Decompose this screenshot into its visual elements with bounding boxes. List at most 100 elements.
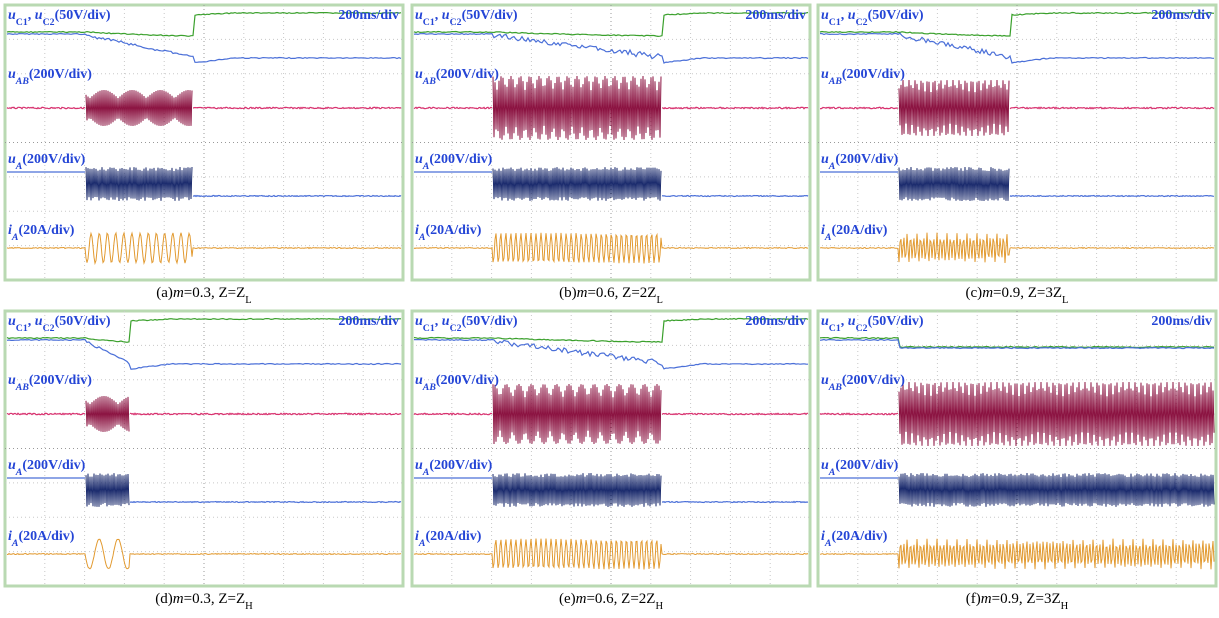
label-uc-part: C2 xyxy=(450,17,462,28)
caption-part: (c) xyxy=(966,285,983,301)
label-uc-part: C2 xyxy=(450,323,462,334)
label-time: 200ms/div xyxy=(745,314,806,329)
label-uc-part: , xyxy=(28,8,35,23)
label-ia-part: (20A/div) xyxy=(18,223,74,238)
caption: (f)m=0.9, Z=3ZH xyxy=(966,591,1069,612)
caption-part: (b) xyxy=(559,285,577,301)
label-uab-part: (200V/div) xyxy=(29,67,92,82)
label-uc-part: C1 xyxy=(16,17,28,28)
label-uab-part: u xyxy=(821,373,829,388)
label-uc-part: u xyxy=(8,314,16,329)
label-time: 200ms/div xyxy=(1151,314,1212,329)
label-time: 200ms/div xyxy=(338,8,399,23)
label-uc-part: (50V/div) xyxy=(462,314,518,329)
label-uc-part: u xyxy=(35,314,43,329)
label-uab-part: AB xyxy=(15,382,30,393)
caption: (d)m=0.3, Z=ZH xyxy=(155,591,253,612)
label-ua-part: u xyxy=(821,152,829,167)
label-uc-part: C2 xyxy=(43,17,55,28)
label-uab-part: AB xyxy=(828,382,843,393)
label-ia-part: (20A/div) xyxy=(831,223,887,238)
caption-part: m xyxy=(981,591,992,607)
label-uab-part: u xyxy=(8,67,16,82)
figure: uC1, uC2(50V/div)200ms/divuAB(200V/div)u… xyxy=(0,0,1219,618)
label-uab-part: u xyxy=(415,373,423,388)
caption-part: =0.9, Z=3Z xyxy=(992,591,1061,607)
caption-part: m xyxy=(577,285,588,301)
caption-part: =0.3, Z=Z xyxy=(184,591,246,607)
caption-part: (d) xyxy=(155,591,173,607)
scope-panel: uC1, uC2(50V/div)200ms/divuAB(200V/div)u… xyxy=(818,311,1216,586)
trace-uab xyxy=(820,413,898,414)
label-uc-part: u xyxy=(848,8,856,23)
label-uc-part: C1 xyxy=(829,17,841,28)
trace-ua-burst xyxy=(86,473,129,507)
caption-part: m xyxy=(173,591,184,607)
scope-panel: uC1, uC2(50V/div)200ms/divuAB(200V/div)u… xyxy=(818,5,1216,280)
label-ua-part: u xyxy=(8,458,16,473)
caption-part: (a) xyxy=(156,285,173,301)
label-uab-part: (200V/div) xyxy=(842,67,905,82)
label-uc-part: C1 xyxy=(16,323,28,334)
label-uc-part: (50V/div) xyxy=(55,8,111,23)
label-uc-part: , xyxy=(841,314,848,329)
label-ua-part: (200V/div) xyxy=(22,458,85,473)
label-time: 200ms/div xyxy=(745,8,806,23)
label-uab-part: AB xyxy=(422,382,437,393)
label-uab-part: (200V/div) xyxy=(436,67,499,82)
label-ua-part: u xyxy=(8,152,16,167)
caption-part: =0.9, Z=3Z xyxy=(993,285,1062,301)
label-ia-part: (20A/div) xyxy=(425,529,481,544)
label-ua-part: (200V/div) xyxy=(429,152,492,167)
caption-part: m xyxy=(576,591,587,607)
label-uc-part: , xyxy=(435,8,442,23)
scope-panel: uC1, uC2(50V/div)200ms/divuAB(200V/div)u… xyxy=(412,311,810,586)
label-uab-part: AB xyxy=(422,76,437,87)
caption-part: m xyxy=(173,285,184,301)
label-uc-part: C1 xyxy=(423,323,435,334)
label-uc-part: C1 xyxy=(423,17,435,28)
label-uab-part: (200V/div) xyxy=(29,373,92,388)
label-uc-part: (50V/div) xyxy=(462,8,518,23)
label-uc-part: u xyxy=(442,8,450,23)
label-uab-part: u xyxy=(415,67,423,82)
label-ia-part: (20A/div) xyxy=(831,529,887,544)
panel-frame xyxy=(5,5,403,280)
label-ua-part: (200V/div) xyxy=(429,458,492,473)
label-uc-part: , xyxy=(28,314,35,329)
scope-panel: uC1, uC2(50V/div)200ms/divuAB(200V/div)u… xyxy=(5,5,403,280)
caption: (a)m=0.3, Z=ZL xyxy=(156,285,251,306)
label-uc-part: , xyxy=(841,8,848,23)
label-uc-part: C2 xyxy=(43,323,55,334)
label-ua-part: (200V/div) xyxy=(835,152,898,167)
caption-part: H xyxy=(655,601,663,612)
label-time: 200ms/div xyxy=(338,314,399,329)
panel-frame xyxy=(5,311,403,586)
label-ua-part: (200V/div) xyxy=(22,152,85,167)
trace-ua xyxy=(130,502,401,503)
label-uc-part: u xyxy=(821,314,829,329)
label-uc-part: (50V/div) xyxy=(868,314,924,329)
caption-part: =0.6, Z=2Z xyxy=(586,591,655,607)
label-time: 200ms/div xyxy=(1151,8,1212,23)
label-uc-part: , xyxy=(435,314,442,329)
label-uc-part: u xyxy=(442,314,450,329)
label-uab-part: AB xyxy=(15,76,30,87)
label-uab-part: u xyxy=(821,67,829,82)
label-uc-part: C1 xyxy=(829,323,841,334)
label-uc-part: C2 xyxy=(856,17,868,28)
caption-part: =0.6, Z=2Z xyxy=(587,285,656,301)
caption-part: H xyxy=(1061,601,1069,612)
label-uc-part: u xyxy=(415,8,423,23)
label-uab-part: (200V/div) xyxy=(436,373,499,388)
caption: (b)m=0.6, Z=2ZL xyxy=(559,285,663,306)
caption-part: H xyxy=(245,601,253,612)
label-uc-part: u xyxy=(8,8,16,23)
label-uc-part: u xyxy=(35,8,43,23)
label-uc-part: C2 xyxy=(856,323,868,334)
scope-panel: uC1, uC2(50V/div)200ms/divuAB(200V/div)u… xyxy=(5,311,403,586)
label-uab-part: (200V/div) xyxy=(842,373,905,388)
label-ia-part: (20A/div) xyxy=(18,529,74,544)
caption-part: L xyxy=(1062,295,1068,306)
label-uc-part: u xyxy=(415,314,423,329)
